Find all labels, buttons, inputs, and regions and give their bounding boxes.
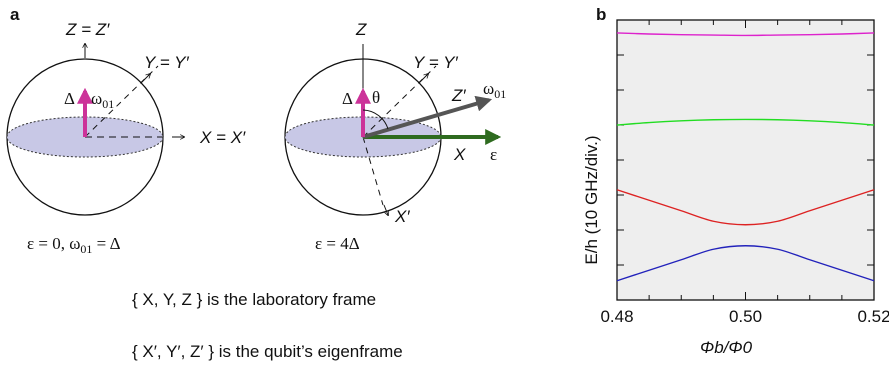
x-tick-label-0: 0.48	[600, 307, 633, 326]
x-axis-label: Φb/Φ0	[700, 338, 753, 357]
left-y-axis-arrow	[140, 74, 150, 84]
x-tick-label-2: 0.52	[857, 307, 889, 326]
left-condition: ε = 0, ω01 = Δ	[27, 234, 121, 256]
right-y-axis-arrow	[418, 74, 428, 84]
panel-a-label: a	[10, 5, 20, 24]
right-x-label: X	[453, 145, 466, 164]
right-theta-label: θ	[372, 88, 380, 107]
caption-eigenframe: { X′, Y′, Z′ } is the qubit’s eigenframe	[132, 342, 403, 361]
right-z-prime-label: Z′	[451, 86, 466, 105]
right-z-label: Z	[355, 20, 367, 39]
right-y-axis-dashed	[362, 65, 437, 138]
plot-area	[616, 19, 875, 301]
x-tick-label-1: 0.50	[729, 307, 762, 326]
left-omega-label: ω01	[91, 89, 114, 111]
panel-b-label: b	[596, 5, 606, 24]
y-axis-label: E/h (10 GHz/div.)	[582, 135, 601, 264]
right-epsilon-label: ε	[490, 145, 497, 164]
right-x-prime-label: X′	[394, 207, 410, 226]
right-theta-arc	[362, 109, 389, 130]
left-bloch-sphere: Z = Z′ Y = Y′ X = X′ Δ ω01 ε = 0, ω01 = …	[6, 20, 246, 256]
caption-lab-frame: { X, Y, Z } is the laboratory frame	[132, 290, 376, 309]
series-line-1	[616, 189, 875, 226]
series-line-2	[616, 118, 875, 126]
right-omega-arrow	[362, 95, 493, 139]
left-delta-label: Δ	[64, 89, 75, 108]
series-line-0	[616, 245, 875, 282]
left-z-label: Z = Z′	[65, 20, 110, 39]
left-x-label: X = X′	[199, 128, 246, 147]
left-y-label: Y = Y′	[144, 53, 189, 72]
energy-level-chart: 0.48 0.50 0.52	[600, 19, 889, 326]
right-omega-label: ω01	[483, 79, 506, 101]
right-x-prime-dashed	[362, 136, 384, 206]
left-y-axis-dashed	[84, 65, 159, 138]
right-condition: ε = 4Δ	[315, 234, 360, 253]
right-y-label: Y = Y′	[413, 53, 458, 72]
right-x-prime-arrow	[383, 204, 388, 215]
right-bloch-sphere: Z Y = Y′ Z′ X X′ θ Δ ω01 ε ε = 4Δ	[284, 20, 506, 253]
right-delta-label: Δ	[342, 89, 353, 108]
series-line-3	[616, 32, 875, 37]
